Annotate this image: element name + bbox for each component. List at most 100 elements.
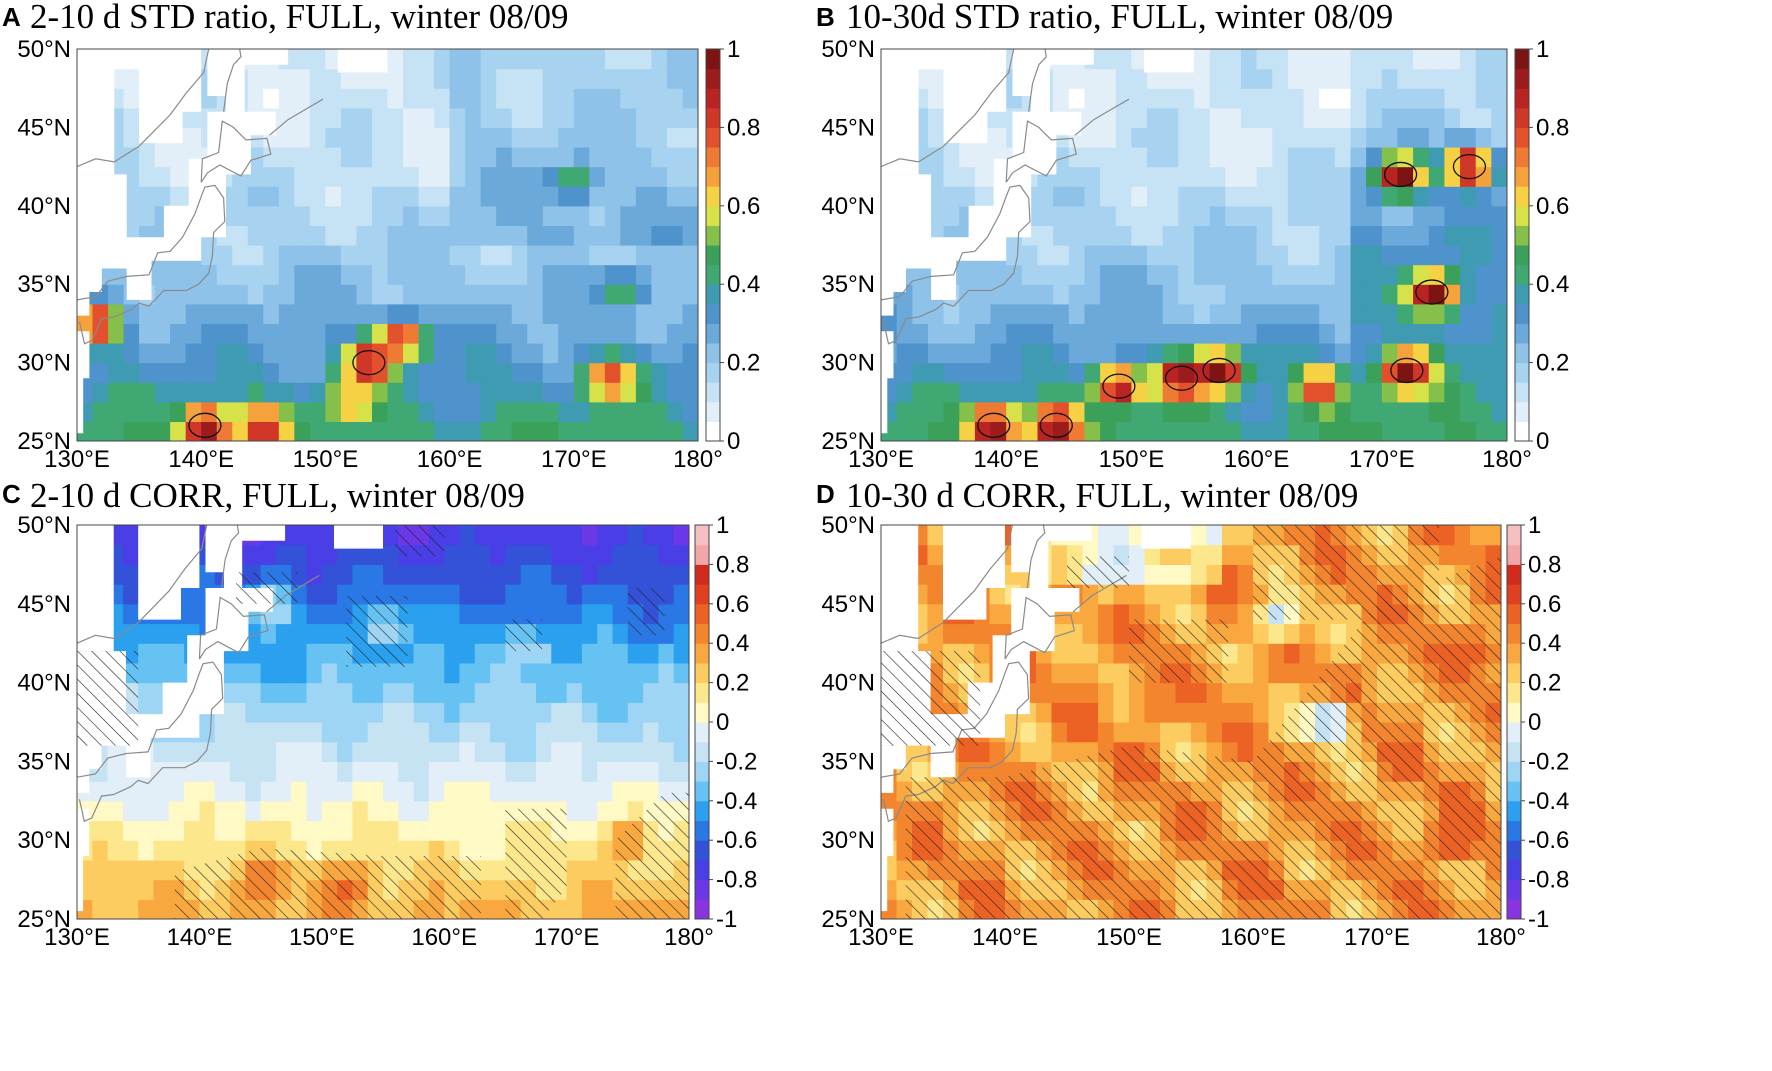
data-cell	[589, 49, 606, 70]
data-cell	[1334, 49, 1352, 70]
data-cell	[1397, 225, 1414, 246]
data-cell	[1470, 525, 1487, 546]
data-cell	[536, 544, 552, 565]
data-cell	[1225, 186, 1242, 207]
data-cell	[1460, 264, 1477, 285]
colorbar-segment	[1507, 564, 1521, 585]
data-cell	[551, 761, 568, 782]
data-cell	[1397, 49, 1414, 70]
data-cell	[1222, 741, 1239, 762]
data-cell	[1051, 702, 1068, 723]
data-cell	[1366, 49, 1383, 70]
data-cell	[216, 303, 233, 324]
data-cell	[1428, 127, 1445, 148]
colorbar-segment	[695, 623, 709, 644]
data-cell	[263, 284, 280, 305]
data-cell	[356, 88, 373, 109]
colorbar-tick-label: -0.6	[1528, 827, 1569, 854]
data-cell	[418, 401, 435, 422]
data-cell	[1256, 284, 1273, 305]
data-cell	[1397, 68, 1414, 89]
data-cell	[418, 147, 435, 168]
data-cell	[566, 603, 583, 625]
data-cell	[434, 382, 451, 403]
data-cell	[371, 186, 389, 207]
data-cell	[1381, 205, 1399, 226]
data-cell	[1381, 186, 1399, 207]
data-cell	[1115, 323, 1132, 344]
data-cell	[309, 186, 326, 207]
data-cell	[434, 343, 451, 364]
data-cell	[325, 186, 342, 207]
data-cell	[1319, 284, 1336, 305]
data-cell	[1491, 225, 1507, 246]
data-cell	[959, 303, 976, 324]
data-cell	[418, 323, 435, 344]
data-cell	[418, 88, 435, 109]
data-cell	[325, 225, 342, 246]
data-cell	[474, 781, 491, 802]
data-cell	[1191, 682, 1208, 703]
data-cell	[275, 662, 292, 684]
data-cell	[321, 741, 338, 762]
data-cell	[1147, 303, 1164, 324]
data-cell	[620, 264, 637, 285]
data-cell	[1350, 401, 1367, 422]
data-cell	[371, 245, 389, 266]
data-cell	[216, 284, 233, 305]
contour-line	[1039, 412, 1073, 438]
data-cell	[278, 343, 295, 364]
data-cell	[1475, 107, 1492, 128]
data-cell	[959, 264, 976, 285]
data-cell	[658, 682, 675, 703]
land-mask	[881, 525, 919, 652]
data-cell	[449, 127, 466, 148]
data-cell	[1036, 702, 1053, 723]
data-cell	[1454, 525, 1471, 546]
x-tick-label: 160°E	[417, 446, 483, 473]
data-cell	[444, 781, 461, 802]
data-cell	[263, 88, 280, 109]
data-cell	[387, 264, 404, 285]
data-cell	[643, 525, 659, 546]
data-cell	[383, 722, 399, 743]
data-cell	[1303, 147, 1320, 168]
data-cell	[352, 564, 369, 585]
data-cell	[294, 127, 311, 148]
data-cell	[1147, 68, 1164, 89]
data-cell	[459, 702, 476, 723]
data-cell	[511, 284, 528, 305]
data-cell	[612, 741, 629, 762]
data-cell	[542, 264, 559, 285]
data-cell	[214, 781, 231, 802]
data-cell	[1240, 147, 1258, 168]
colorbar-tick-label: 0	[727, 428, 740, 455]
x-tick-label: 160°E	[1224, 446, 1290, 473]
data-cell	[480, 343, 497, 364]
data-cell	[643, 544, 659, 565]
land-mask	[881, 49, 919, 175]
data-cell	[1084, 284, 1101, 305]
data-cell	[108, 401, 125, 422]
data-cell	[459, 820, 476, 841]
data-cell	[1222, 564, 1239, 585]
data-cell	[1100, 284, 1117, 305]
y-tick-label: 50°N	[821, 36, 875, 63]
data-cell	[1413, 107, 1430, 128]
data-cell	[1303, 49, 1320, 70]
data-cell	[122, 800, 139, 822]
data-cell	[1082, 603, 1099, 625]
colorbar-segment	[695, 800, 709, 821]
data-cell	[1131, 362, 1148, 383]
data-cell	[1319, 88, 1336, 109]
data-cell	[1084, 323, 1101, 344]
data-cell	[1319, 264, 1336, 285]
data-cell	[1147, 284, 1164, 305]
data-cell	[1253, 722, 1270, 743]
data-cell	[1397, 147, 1414, 168]
data-cell	[340, 401, 358, 422]
data-cell	[1284, 623, 1301, 644]
land-mask	[1012, 49, 1094, 120]
coastline	[77, 184, 226, 345]
data-cell	[1209, 68, 1226, 89]
